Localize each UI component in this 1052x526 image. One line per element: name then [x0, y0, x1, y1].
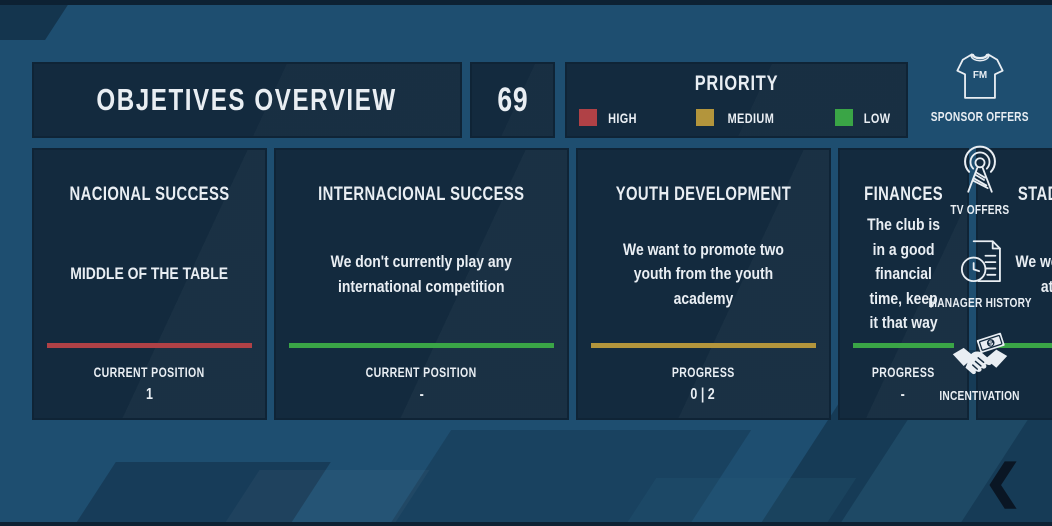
card-description: We want to promote two youth from the yo… — [622, 239, 784, 308]
priority-bar — [590, 343, 816, 348]
svg-text:FM: FM — [973, 70, 987, 81]
sidebar-label-manager-history: MANAGER HISTORY — [928, 295, 1032, 310]
card-footer-label: PROGRESS — [671, 365, 735, 380]
card-footer-value: - — [419, 386, 424, 403]
score-value: 69 — [496, 80, 529, 119]
sidebar-label-incentivation: INCENTIVATION — [939, 388, 1021, 403]
legend-item-low: LOW — [834, 109, 894, 126]
objective-card-international-success[interactable]: INTERNACIONAL SUCCESS We don't currently… — [274, 148, 569, 420]
priority-legend-row: HIGH MEDIUM LOW — [577, 109, 896, 126]
objective-card-finances[interactable]: FINANCES The club is in a good financial… — [837, 148, 969, 420]
priority-legend-panel: PRIORITY HIGH MEDIUM LOW — [565, 62, 908, 138]
card-description: MIDDLE OF THE TABLE — [70, 264, 229, 284]
card-description: The club is in a good financial time, ke… — [866, 214, 940, 333]
priority-bar — [289, 343, 554, 348]
sidebar-label-sponsor-offers: SPONSOR OFFERS — [931, 109, 1029, 124]
sidebar-label-tv-offers: TV OFFERS — [950, 202, 1010, 217]
priority-title: PRIORITY — [694, 72, 779, 95]
priority-bar — [47, 343, 253, 348]
card-footer-label: CURRENT POSITION — [94, 365, 206, 380]
card-title: FINANCES — [863, 184, 943, 205]
card-footer-value: 0 | 2 — [690, 386, 716, 403]
legend-label-high: HIGH — [608, 109, 637, 126]
legend-item-high: HIGH — [579, 109, 641, 126]
antenna-icon — [951, 141, 1009, 199]
card-footer-value: - — [901, 386, 906, 403]
legend-label-low: LOW — [863, 109, 891, 126]
high-priority-swatch — [579, 109, 597, 126]
card-title: INTERNACIONAL SUCCESS — [318, 184, 525, 205]
sidebar-menu: FM SPONSOR OFFERS TV OFFERS — [908, 48, 1052, 403]
handshake-money-icon: $ — [951, 327, 1009, 385]
sidebar-item-sponsor-offers[interactable]: FM SPONSOR OFFERS — [917, 48, 1043, 124]
card-title: STADIUM DEVELOPMENT — [1017, 184, 1052, 205]
objective-cards-row: NACIONAL SUCCESS MIDDLE OF THE TABLE CUR… — [32, 148, 1052, 420]
chevron-left-icon: ❮ — [983, 455, 1023, 507]
jersey-icon: FM — [951, 48, 1009, 106]
page-title: OBJETIVES OVERVIEW — [96, 82, 398, 117]
card-footer-value: 1 — [146, 386, 154, 403]
sidebar-item-tv-offers[interactable]: TV OFFERS — [942, 141, 1018, 217]
medium-priority-swatch — [695, 109, 714, 126]
history-document-icon — [951, 234, 1009, 292]
objective-card-stadium-development[interactable]: STADIUM DEVELOPMENT We would like you to… — [975, 148, 1052, 420]
priority-bar — [852, 343, 954, 348]
sidebar-item-manager-history[interactable]: MANAGER HISTORY — [914, 234, 1046, 310]
card-footer-label: CURRENT POSITION — [365, 365, 477, 380]
bottom-edge-strip — [0, 522, 1052, 526]
back-button[interactable]: ❮ — [980, 454, 1026, 508]
objective-card-national-success[interactable]: NACIONAL SUCCESS MIDDLE OF THE TABLE CUR… — [32, 148, 268, 420]
card-title: YOUTH DEVELOPMENT — [615, 184, 791, 205]
low-priority-swatch — [834, 109, 853, 126]
svg-text:$: $ — [987, 338, 994, 348]
priority-bar — [990, 343, 1052, 348]
score-panel: 69 — [470, 62, 555, 138]
objective-card-youth-development[interactable]: YOUTH DEVELOPMENT We want to promote two… — [575, 148, 831, 420]
card-footer-label: PROGRESS — [871, 365, 935, 380]
card-description: We don't currently play any internationa… — [330, 251, 512, 296]
card-title: NACIONAL SUCCESS — [69, 184, 230, 205]
legend-label-medium: MEDIUM — [727, 109, 774, 126]
card-description: We would like you to improve at least 2 … — [1015, 251, 1052, 296]
objectives-overview-header: OBJETIVES OVERVIEW — [32, 62, 462, 138]
top-edge-strip — [0, 0, 1052, 5]
sidebar-item-incentivation[interactable]: $ INCENTIVATION — [928, 327, 1031, 403]
legend-item-medium: MEDIUM — [695, 109, 781, 126]
